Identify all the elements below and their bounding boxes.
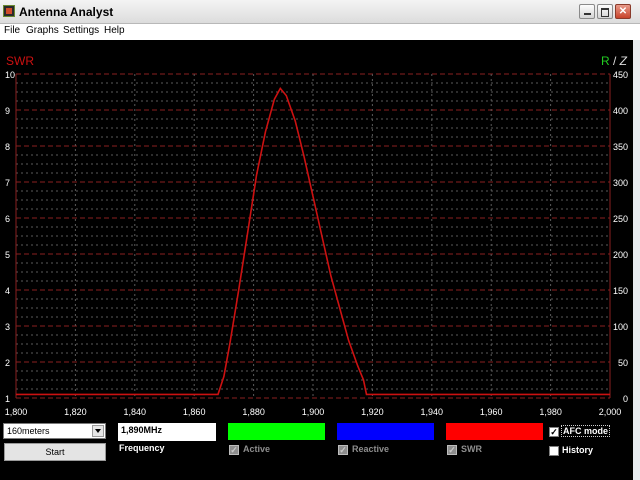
y-tick-label-right: 50 [618, 358, 628, 368]
start-button[interactable]: Start [4, 443, 106, 461]
r-label: R [601, 54, 610, 68]
menu-help[interactable]: Help [104, 25, 125, 36]
afc-mode-checkbox[interactable]: ✓ [549, 427, 559, 437]
afc-mode-label: AFC mode [561, 425, 610, 437]
y-tick-label-left: 10 [5, 70, 15, 80]
x-tick-label: 1,840 [124, 407, 147, 417]
swr-series-line [16, 86, 610, 396]
x-tick-label: 1,940 [421, 407, 444, 417]
x-tick-label: 1,880 [242, 407, 265, 417]
band-select-value: 160meters [7, 426, 50, 436]
maximize-button[interactable] [597, 4, 613, 19]
x-tick-label: 1,980 [539, 407, 562, 417]
x-tick-label: 2,000 [599, 407, 622, 417]
title-bar: Antenna Analyst ✕ [0, 0, 640, 24]
y-tick-label-right: 200 [613, 250, 628, 260]
app-icon [3, 5, 15, 17]
close-button[interactable]: ✕ [615, 4, 631, 19]
y-tick-label-left: 3 [5, 322, 10, 332]
frequency-label: Frequency [119, 443, 165, 453]
y-tick-label-right: 350 [613, 142, 628, 152]
menu-graphs[interactable]: Graphs [26, 25, 59, 36]
menu-file[interactable]: File [4, 25, 21, 36]
reactive-color-swatch[interactable] [337, 423, 434, 440]
active-color-swatch[interactable] [228, 423, 325, 440]
y-tick-label-right: 100 [613, 322, 628, 332]
menu-bar: File Graphs Settings Help [0, 24, 640, 40]
y-tick-label-right: 400 [613, 106, 628, 116]
y-tick-label-left: 9 [5, 106, 10, 116]
x-tick-label: 1,920 [361, 407, 384, 417]
y-tick-label-left: 4 [5, 286, 10, 296]
y-tick-label-left: 2 [5, 358, 10, 368]
chevron-down-icon[interactable] [92, 425, 104, 437]
right-window-edge [633, 40, 640, 480]
swr-graph: 1,800 1,820 1,840 1,860 1,880 1,900 1,920 1,940… [5, 54, 628, 417]
swr-axis-title: SWR [6, 54, 34, 68]
window-title: Antenna Analyst [19, 5, 114, 19]
rz-axis-title: R / Z [601, 54, 628, 68]
history-checkbox[interactable] [549, 446, 559, 456]
y-tick-label-left: 8 [5, 142, 10, 152]
y-tick-label-right: 300 [613, 178, 628, 188]
frequency-display: 1,890MHz [118, 423, 216, 441]
client-area: 1,800 1,820 1,840 1,860 1,880 1,900 1,920 1,940… [0, 40, 633, 480]
history-label: History [562, 445, 594, 455]
z-label: Z [619, 54, 628, 68]
x-tick-label: 1,860 [183, 407, 206, 417]
reactive-label: Reactive [352, 444, 390, 454]
x-tick-label: 1,900 [302, 407, 325, 417]
minimize-icon [583, 13, 591, 15]
rz-separator: / [610, 54, 620, 68]
y-tick-label-right: 150 [613, 286, 628, 296]
active-checkbox[interactable]: ✓ [229, 445, 239, 455]
maximize-icon [601, 8, 609, 17]
y-tick-label-right: 250 [613, 214, 628, 224]
active-label: Active [243, 444, 271, 454]
y-tick-label-left: 7 [5, 178, 10, 188]
y-tick-label-right: 450 [613, 70, 628, 80]
band-select[interactable]: 160meters [3, 423, 106, 439]
close-icon: ✕ [618, 6, 628, 17]
swr-color-swatch[interactable] [446, 423, 543, 440]
minimize-button[interactable] [579, 4, 595, 19]
x-tick-label: 1,800 [5, 407, 28, 417]
menu-settings[interactable]: Settings [63, 25, 100, 36]
x-tick-label: 1,960 [480, 407, 503, 417]
y-tick-label-left: 5 [5, 250, 10, 260]
swr-label: SWR [461, 444, 482, 454]
swr-checkbox[interactable]: ✓ [447, 445, 457, 455]
y-tick-label-left: 1 [5, 394, 10, 404]
reactive-checkbox[interactable]: ✓ [338, 445, 348, 455]
y-tick-label-left: 6 [5, 214, 10, 224]
y-tick-label-right: 0 [623, 394, 628, 404]
x-tick-label: 1,820 [64, 407, 87, 417]
